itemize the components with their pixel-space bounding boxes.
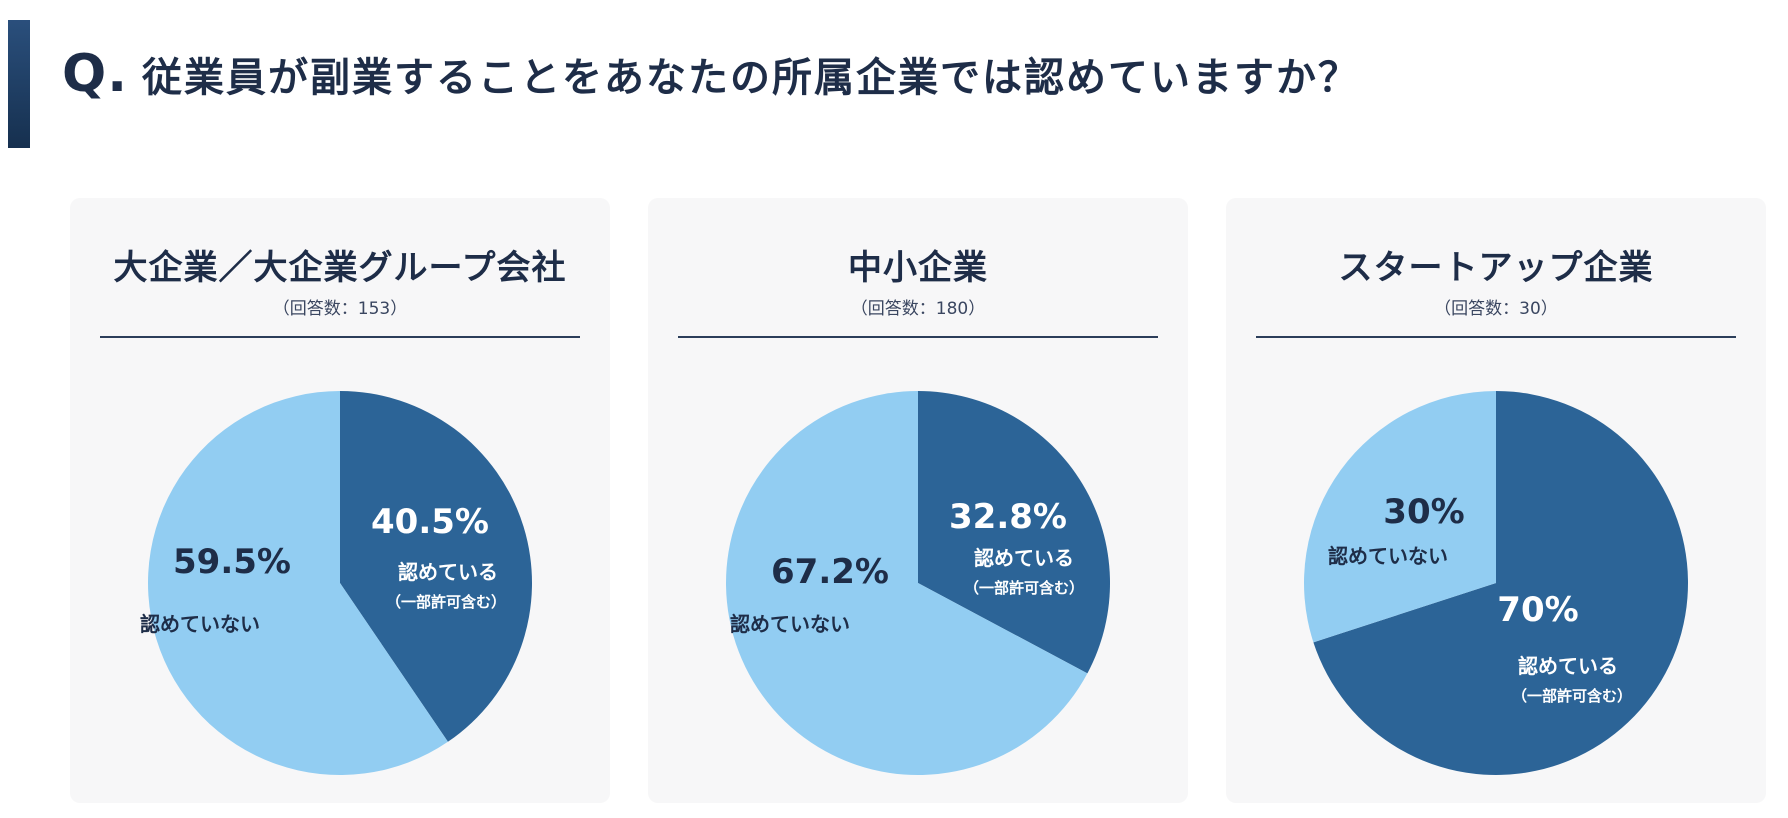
pie-label-not-allowed: 認めていない <box>1328 544 1448 568</box>
panel-response-count: （回答数：180） <box>850 299 986 319</box>
pie-value-not-allowed: 30% <box>1383 492 1464 532</box>
question-text: 従業員が副業することをあなたの所属企業では認めていますか？ <box>141 55 1360 101</box>
chart-panel-sme: 中小企業 （回答数：180） 32.8% 認めている （一部許可含む） 67.2… <box>648 198 1188 803</box>
panel-divider <box>100 336 580 338</box>
pie-slice-allowed <box>340 391 533 742</box>
chart-panel-startup: スタートアップ企業 （回答数：30） 70% 認めている （一部許可含む） 30… <box>1226 198 1766 803</box>
panel-divider <box>1256 336 1736 338</box>
pie-slice-allowed <box>1313 391 1689 775</box>
pie-slice-allowed <box>918 391 1111 674</box>
pie-slice-not-allowed <box>726 391 1088 775</box>
pie-chart: 70% 認めている （一部許可含む） 30% 認めていない <box>1304 391 1689 775</box>
chart-panel-large-enterprise: 大企業／大企業グループ会社 （回答数：153） 40.5% 認めている （一部許… <box>70 198 610 803</box>
question-title: Q. 従業員が副業することをあなたの所属企業では認めていますか？ <box>62 44 1360 104</box>
pie-label-not-allowed: 認めていない <box>140 612 260 636</box>
pie-chart: 40.5% 認めている （一部許可含む） 59.5% 認めていない <box>140 391 533 775</box>
pie-label-allowed: 認めている <box>1518 654 1618 678</box>
panel-response-count: （回答数：153） <box>272 299 408 319</box>
panel-response-count: （回答数：30） <box>1434 299 1558 319</box>
pie-value-not-allowed: 59.5% <box>173 542 291 582</box>
pie-sublabel-allowed: （一部許可含む） <box>386 593 506 611</box>
pie-label-allowed: 認めている <box>974 546 1074 570</box>
panel-title: 大企業／大企業グループ会社 <box>113 248 567 288</box>
pie-sublabel-allowed: （一部許可含む） <box>964 579 1084 597</box>
pie-value-allowed: 32.8% <box>949 497 1067 537</box>
pie-value-not-allowed: 67.2% <box>771 552 889 592</box>
question-prefix: Q. <box>62 44 128 104</box>
pie-chart: 32.8% 認めている （一部許可含む） 67.2% 認めていない <box>726 391 1111 775</box>
pie-sublabel-allowed: （一部許可含む） <box>1512 687 1632 705</box>
panel-divider <box>678 336 1158 338</box>
pie-value-allowed: 40.5% <box>371 502 489 542</box>
panel-title: スタートアップ企業 <box>1338 248 1654 288</box>
panel-title: 中小企業 <box>848 248 988 288</box>
pie-label-not-allowed: 認めていない <box>730 612 850 636</box>
pie-slice-not-allowed <box>148 391 448 775</box>
pie-value-allowed: 70% <box>1497 590 1578 630</box>
pie-label-allowed: 認めている <box>398 560 498 584</box>
title-accent-bar <box>8 20 30 148</box>
pie-slice-not-allowed <box>1304 391 1496 643</box>
